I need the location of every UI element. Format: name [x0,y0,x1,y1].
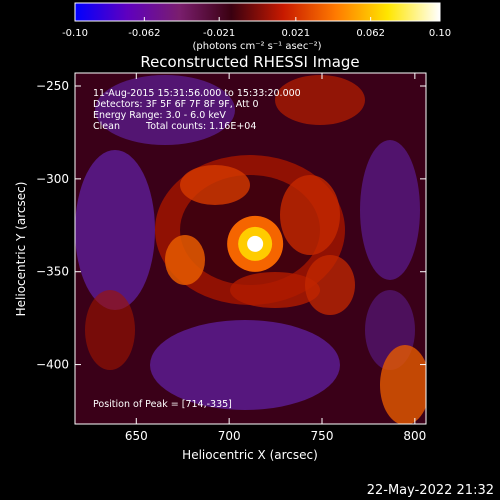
colorbar-ticks: -0.10 -0.062 -0.021 0.021 0.062 0.10 [62,17,451,39]
plot-frame [74,72,427,425]
colorbar-units-label: (photons cm⁻² s⁻¹ asec⁻²) [192,41,321,52]
heat-blob [360,140,420,280]
heat-blob [247,235,264,252]
colorbar-tick-label: -0.021 [203,28,235,39]
heat-blob [85,290,135,370]
heatmap-blobs [75,75,426,424]
y-axis-ticks: −250 −300 −350 −400 [36,79,426,372]
heat-blob [305,255,355,315]
colorbar-tick-label: 0.062 [356,28,385,39]
y-axis-label: Heliocentric Y (arcsec) [14,182,28,317]
heat-blob [230,272,320,308]
y-tick-label: −250 [36,79,69,93]
colorbar-tick-label: -0.10 [62,28,88,39]
heatmap-image [75,73,426,424]
x-tick-label: 650 [125,429,148,443]
y-tick-label: −350 [36,265,69,279]
heat-blob [95,75,235,145]
annotation-counts: Total counts: 1.16E+04 [145,121,256,132]
colorbar-tick-label: -0.062 [128,28,160,39]
heat-blob [275,75,365,125]
chart-title: Reconstructed RHESSI Image [140,53,359,71]
colorbar [74,2,441,22]
annotation-peak: Position of Peak = [714,-335] [93,399,232,410]
annotation-detectors: Detectors: 3F 5F 6F 7F 8F 9F, Att 0 [93,99,259,110]
heat-blob [165,235,205,285]
x-tick-label: 750 [311,429,334,443]
heat-blob [75,150,155,310]
x-axis-label: Heliocentric X (arcsec) [182,448,318,462]
x-tick-label: 700 [218,429,241,443]
y-tick-label: −400 [36,358,69,372]
x-axis-ticks: 650 700 750 800 [125,73,426,443]
annotation-time-range: 11-Aug-2015 15:31:56.000 to 15:33:20.000 [93,88,301,99]
heat-blob [380,345,426,424]
colorbar-tick-label: 0.10 [429,28,451,39]
y-tick-label: −300 [36,172,69,186]
annotation-energy: Energy Range: 3.0 - 6.0 keV [93,110,226,121]
heat-blob [180,165,250,205]
heat-blob [280,175,340,255]
x-tick-label: 800 [403,429,426,443]
annotation-method: Clean [93,121,120,132]
colorbar-tick-label: 0.021 [282,28,311,39]
heat-blob [150,320,340,410]
timestamp: 22-May-2022 21:32 [367,483,494,498]
